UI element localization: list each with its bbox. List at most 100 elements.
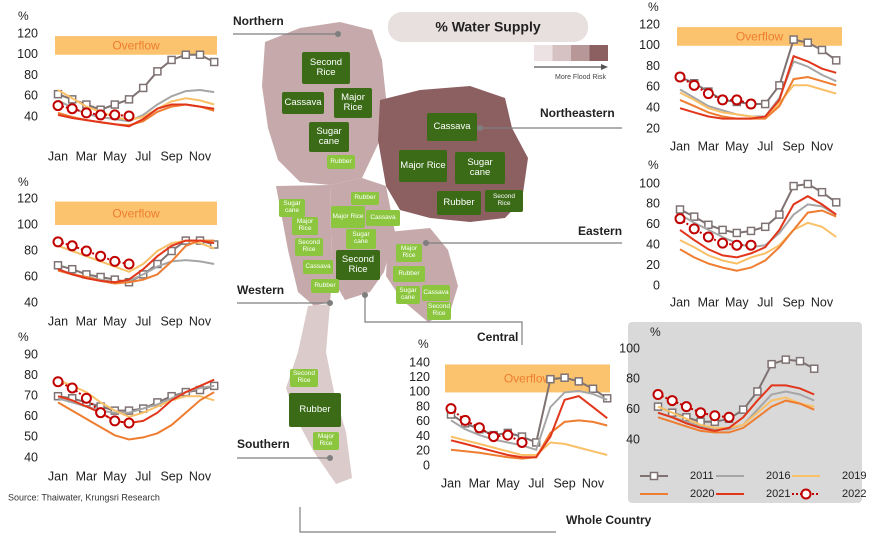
series-line (57, 89, 215, 122)
y-tick-label: 80 (24, 368, 38, 382)
x-tick-label: Jul (757, 139, 773, 153)
overflow-band (55, 36, 217, 55)
connector (299, 507, 556, 533)
crop: Cassava (427, 113, 477, 141)
overflow-label: Overflow (112, 206, 160, 220)
y-tick-label: 40 (24, 450, 38, 464)
marker (531, 438, 541, 447)
crop: Major Rice (334, 88, 372, 118)
x-tick-label: Mar (469, 476, 491, 490)
x-tick-label: Jul (135, 469, 151, 483)
series-line (679, 209, 837, 272)
y-tick-label: 60 (646, 80, 660, 94)
region-title: Central (477, 330, 518, 344)
marker (138, 83, 148, 93)
y-tick-label: 40 (24, 295, 38, 309)
series-line (657, 399, 815, 434)
title-box (388, 12, 588, 42)
marker (732, 228, 742, 238)
y-tick-label: 60 (24, 409, 38, 423)
marker (675, 205, 685, 214)
connector-dots (327, 31, 483, 461)
connectors (233, 33, 622, 533)
series-line (657, 384, 815, 432)
marker (445, 403, 457, 415)
connector-dot (327, 300, 333, 306)
series-line (450, 435, 608, 456)
legend-marker (649, 471, 659, 481)
y-tick-label: 70 (24, 388, 38, 402)
connector-dot (477, 125, 483, 131)
y-tick-label: 120 (17, 26, 38, 40)
overflow-label: Overflow (504, 372, 552, 386)
x-tick-label: Sep (160, 314, 182, 328)
marker (704, 220, 713, 230)
x-tick-label: Mar (698, 295, 720, 309)
series-line (679, 75, 837, 120)
marker (803, 38, 813, 47)
connector-dot (335, 31, 341, 37)
x-tick-label: Nov (189, 314, 212, 328)
crop: Rubber (437, 191, 481, 215)
marker (123, 258, 135, 270)
y-tick-label: 60 (416, 414, 430, 428)
marker (53, 261, 63, 270)
crop: Rubber (327, 155, 355, 169)
x-tick-label: Mar (76, 149, 98, 163)
x-tick-label: Sep (782, 139, 804, 153)
marker (831, 56, 841, 65)
crop: Sugar cane (309, 122, 349, 152)
crop: Second Rice (427, 302, 451, 320)
arrow-head (601, 64, 608, 70)
series-line (679, 203, 837, 249)
marker (52, 236, 64, 248)
crop: Major Rice (331, 206, 365, 228)
y-tick-label: 90 (24, 347, 38, 361)
series-line (679, 217, 751, 247)
x-tick-label: Mar (76, 314, 98, 328)
crop: Sugar cane (396, 286, 420, 304)
overflow-label: Overflow (736, 30, 784, 44)
y-tick-label: 0 (653, 278, 660, 292)
x-tick-label: Sep (160, 149, 182, 163)
x-tick-label: Sep (782, 295, 804, 309)
marker (124, 95, 134, 104)
marker (674, 213, 686, 225)
marker (123, 110, 135, 122)
risk-swatch (571, 45, 590, 61)
overflow-band (55, 201, 217, 225)
y-tick-label: 100 (17, 217, 38, 231)
marker (80, 392, 92, 404)
region-title: Northern (233, 14, 284, 28)
marker (702, 88, 714, 100)
series-line (57, 378, 215, 425)
x-tick-label: Jan (670, 139, 690, 153)
y-tick-label: 100 (17, 47, 38, 61)
marker (666, 395, 678, 407)
marker (831, 198, 841, 207)
marker (689, 212, 699, 221)
marker (767, 359, 776, 369)
x-tick-label: Jul (757, 295, 773, 309)
crop: Rubber (311, 279, 339, 293)
marker (789, 181, 798, 191)
crop: Sugar cane (346, 229, 376, 249)
marker (753, 387, 762, 396)
y-tick-label: 100 (639, 176, 660, 190)
y-tick-label: 80 (626, 372, 640, 386)
crop: Rubber (351, 192, 379, 205)
marker (795, 356, 805, 366)
marker (66, 103, 78, 115)
y-axis-label: % (18, 175, 29, 189)
marker (718, 225, 727, 235)
crop: Sugar cane (455, 152, 505, 184)
marker (746, 226, 756, 236)
marker (95, 407, 107, 419)
marker (680, 401, 692, 413)
marker (66, 382, 78, 394)
marker (52, 376, 64, 388)
series-line (679, 182, 837, 235)
series-line (679, 195, 837, 259)
